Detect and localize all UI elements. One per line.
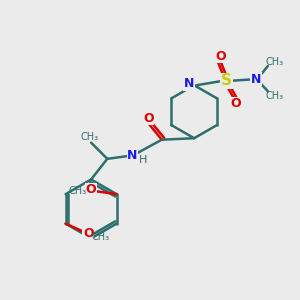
- Text: S: S: [221, 73, 232, 88]
- Text: O: O: [83, 227, 94, 240]
- Text: H: H: [139, 155, 147, 165]
- Text: N: N: [184, 77, 194, 90]
- Text: O: O: [215, 50, 226, 63]
- Text: CH₃: CH₃: [266, 57, 284, 67]
- Text: CH₃: CH₃: [92, 232, 110, 242]
- Text: CH₃: CH₃: [81, 132, 99, 142]
- Text: O: O: [143, 112, 154, 125]
- Text: N: N: [127, 149, 137, 162]
- Text: N: N: [251, 73, 261, 86]
- Text: CH₃: CH₃: [266, 91, 284, 100]
- Text: O: O: [85, 183, 96, 196]
- Text: CH₃: CH₃: [69, 186, 87, 196]
- Text: O: O: [230, 97, 241, 110]
